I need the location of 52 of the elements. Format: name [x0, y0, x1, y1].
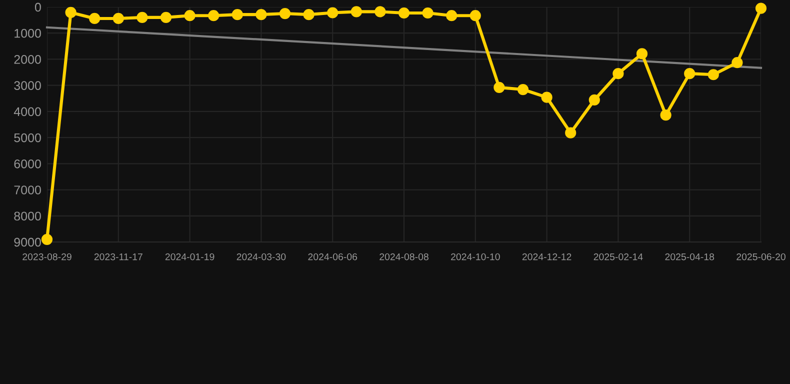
- x-tick-label: 2024-12-12: [522, 253, 572, 260]
- point: [565, 127, 576, 138]
- x-tick-label: 2025-02-14: [594, 253, 643, 260]
- point: [327, 7, 338, 18]
- y-tick-label: 7000: [14, 186, 41, 194]
- x-tick-label: 2024-01-19: [165, 253, 214, 260]
- y-tick-label: 0: [34, 2, 41, 12]
- point: [660, 110, 672, 121]
- y-tick-label: 4000: [14, 107, 41, 116]
- point: [732, 57, 743, 68]
- point: [470, 10, 481, 22]
- point: [708, 69, 719, 80]
- x-tick-label: 2023-11-17: [94, 253, 142, 260]
- x-tick-label: 2024-08-08: [380, 253, 428, 260]
- point: [684, 68, 696, 80]
- point: [422, 7, 434, 19]
- y-tick-label: 9000: [14, 238, 41, 247]
- y-tick-label: 6000: [14, 159, 41, 168]
- point: [517, 84, 529, 96]
- point: [232, 9, 243, 20]
- point: [398, 7, 410, 19]
- point: [636, 48, 648, 60]
- y-tick-label: 2000: [14, 55, 41, 64]
- point: [541, 92, 552, 103]
- point: [350, 6, 362, 18]
- x-tick-label: 2024-03-30: [236, 253, 286, 260]
- x-tick-label: 2025-04-18: [665, 253, 714, 260]
- point: [588, 94, 600, 106]
- y-tick-label: 8000: [14, 212, 41, 221]
- point: [612, 68, 624, 80]
- point: [136, 12, 148, 23]
- point: [279, 8, 291, 20]
- x-tick-label: 2024-10-10: [451, 253, 500, 260]
- point: [256, 9, 267, 20]
- y-tick-label: 5000: [14, 133, 41, 142]
- x-tick-label: 2023-08-29: [22, 253, 72, 260]
- x-tick-label: 2025-06-20: [736, 253, 786, 260]
- point: [41, 234, 53, 245]
- point: [303, 9, 314, 20]
- point: [494, 82, 505, 93]
- point: [112, 12, 124, 24]
- point: [89, 12, 100, 24]
- point: [446, 10, 458, 22]
- x-tick-label: 2024-06-06: [308, 253, 358, 260]
- point: [65, 6, 76, 18]
- y-tick-label: 1000: [14, 28, 41, 38]
- point: [160, 12, 172, 23]
- y-tick-label: 3000: [14, 81, 41, 90]
- point: [374, 6, 386, 18]
- point: [184, 10, 196, 22]
- point: [208, 10, 220, 22]
- point: [755, 2, 767, 14]
